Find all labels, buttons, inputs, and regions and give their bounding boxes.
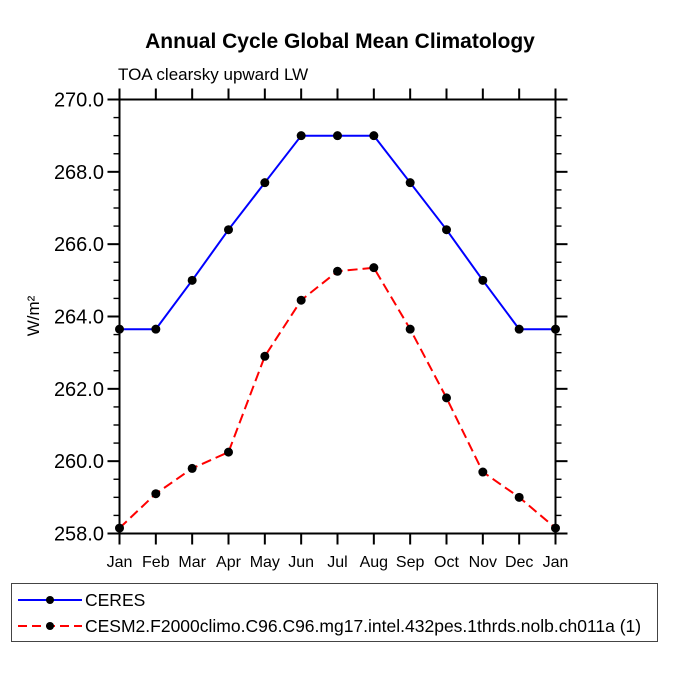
x-tick-label: Dec — [505, 554, 533, 571]
data-point-marker — [514, 324, 524, 334]
x-tick-label: Feb — [142, 554, 170, 571]
data-point-marker — [369, 131, 379, 141]
data-point-marker — [405, 178, 415, 188]
data-point-marker — [405, 324, 415, 334]
y-tick-label: 270.0 — [54, 90, 104, 112]
axis-ticks — [107, 88, 568, 545]
data-point-marker — [115, 523, 124, 533]
data-point-marker — [369, 263, 379, 273]
data-point-marker — [442, 393, 451, 403]
data-point-marker — [478, 467, 488, 477]
data-point-marker — [551, 523, 560, 533]
y-tick-label: 264.0 — [54, 307, 104, 329]
chart-subtitle: TOA clearsky upward LW — [118, 65, 308, 84]
series-line-1 — [118, 266, 557, 529]
x-tick-label: Jun — [288, 554, 314, 571]
data-point-marker — [442, 225, 451, 235]
legend-label-1: CESM2.F2000climo.C96.C96.mg17.intel.432p… — [85, 616, 641, 636]
legend-box — [11, 583, 658, 642]
data-point-marker — [260, 178, 270, 188]
chart-title: Annual Cycle Global Mean Climatology — [145, 30, 535, 53]
data-point-marker — [260, 351, 270, 361]
data-point-marker — [333, 266, 342, 276]
y-tick-label: 266.0 — [54, 234, 104, 256]
x-tick-label: Jan — [543, 554, 569, 571]
y-tick-label: 258.0 — [54, 524, 104, 546]
data-point-marker — [151, 489, 161, 499]
data-point-marker — [514, 492, 524, 502]
legend-marker — [46, 596, 54, 604]
x-tick-label: Apr — [216, 554, 242, 571]
legend-marker — [46, 622, 54, 630]
y-tick-label: 262.0 — [54, 379, 104, 401]
data-point-marker — [551, 324, 560, 334]
y-tick-label: 268.0 — [54, 162, 104, 184]
x-tick-label: Mar — [178, 554, 206, 571]
data-point-marker — [187, 275, 197, 285]
data-point-marker — [187, 463, 197, 473]
x-tick-label: Oct — [434, 554, 459, 571]
x-tick-label: Jul — [327, 554, 347, 571]
data-point-marker — [296, 295, 306, 305]
data-point-marker — [333, 131, 342, 141]
data-point-marker — [296, 131, 306, 141]
data-point-marker — [115, 324, 124, 334]
series-group — [115, 131, 560, 533]
data-point-marker — [478, 275, 488, 285]
legend-label-0: CERES — [85, 590, 145, 610]
x-tick-label: Jan — [107, 554, 133, 571]
x-tick-label: Sep — [396, 554, 425, 571]
plot-frame — [118, 98, 557, 535]
data-point-marker — [224, 447, 233, 457]
x-tick-label: Nov — [469, 554, 497, 571]
y-tick-label: 260.0 — [54, 451, 104, 473]
legend: CERES CESM2.F2000climo.C96.C96.mg17.intel… — [11, 583, 658, 642]
series-line-0 — [119, 134, 556, 331]
y-axis-label: W/m² — [24, 295, 43, 336]
data-point-marker — [151, 324, 161, 334]
data-point-marker — [224, 225, 233, 235]
x-tick-label: May — [250, 554, 280, 571]
axis-tick-labels: 258.0 260.0 262.0 264.0 266.0 268.0 270.0 Jan Fe… — [54, 90, 568, 572]
x-tick-label: Aug — [360, 554, 388, 571]
